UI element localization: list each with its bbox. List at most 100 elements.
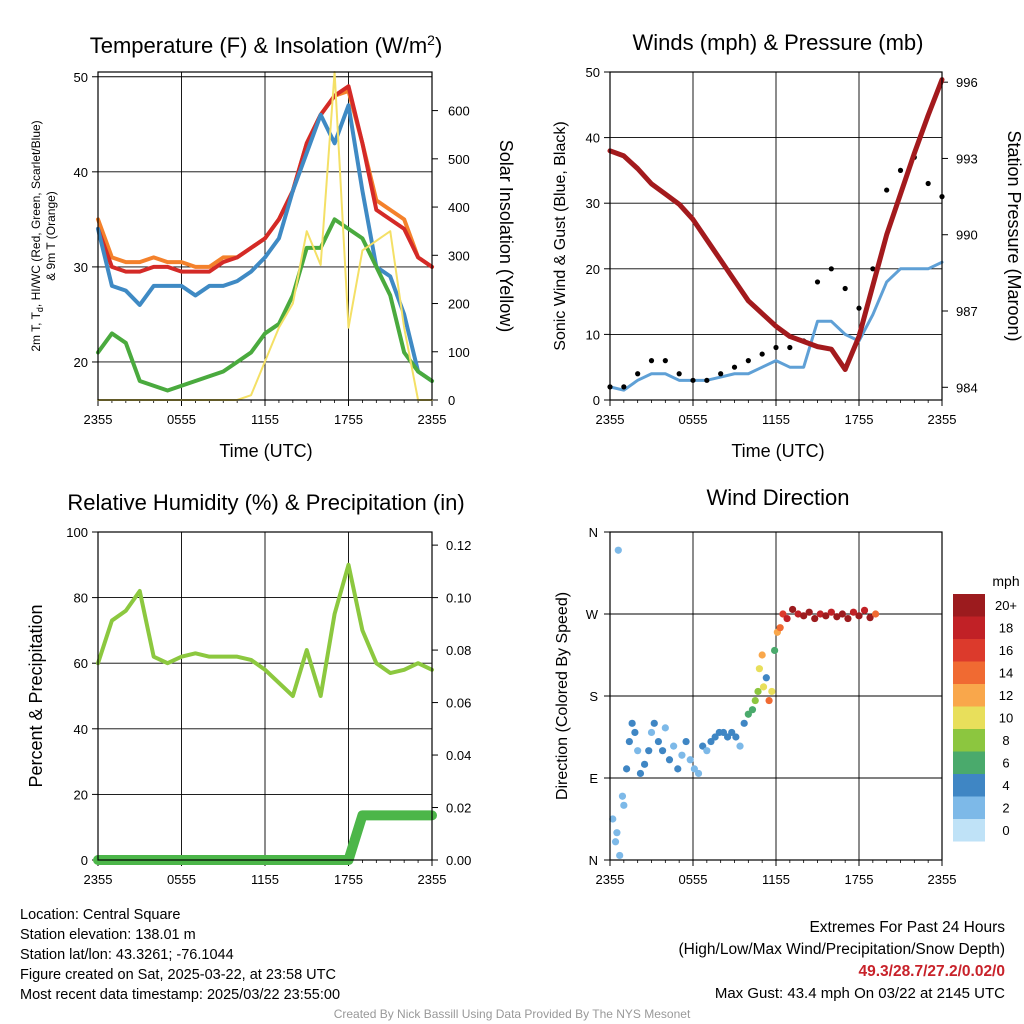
temperature-title-main: Temperature (F) & Insolation (W/m [90, 33, 427, 58]
wind-direction-point-43 [755, 665, 764, 673]
winds-ytick-label-3: 30 [586, 196, 600, 211]
legend-swatch-5 [953, 706, 985, 729]
wind-direction-point-8 [625, 737, 633, 746]
wind-direction-point-59 [816, 610, 824, 618]
winds-ytick-label-5: 50 [586, 65, 600, 80]
wind-direction-point-42 [754, 687, 762, 696]
legend-label-4: 12 [999, 688, 1013, 703]
winds-ytick-label-2: 20 [586, 262, 600, 277]
humidity-y2tick-label-1: 0.02 [446, 801, 471, 816]
humidity-ytick-label-1: 20 [74, 787, 88, 802]
wind-direction-point-51 [776, 624, 784, 632]
humidity-ytick-label-5: 100 [66, 525, 88, 540]
wind-direction-point-44 [758, 651, 766, 659]
winds-gust-point-3 [648, 358, 655, 364]
winds-xtick-label-3: 1755 [845, 412, 874, 427]
legend-swatch-0 [953, 594, 985, 617]
winds-ytick-label-4: 40 [586, 131, 600, 146]
wind-direction-point-18 [658, 747, 667, 755]
winds-y2tick-label-0: 984 [956, 380, 978, 395]
wind-direction-point-56 [800, 612, 808, 620]
wind-direction-point-12 [636, 769, 645, 778]
winds-gust-point-9 [731, 364, 738, 370]
station-latlon: Station lat/lon: 43.3261; -76.1044 [20, 947, 234, 963]
wind-direction-point-61 [827, 608, 835, 616]
extremes-box: Extremes For Past 24 Hours (High/Low/Max… [679, 917, 1006, 1004]
temperature-ytick-label-3: 50 [74, 70, 88, 85]
wind-direction-point-65 [849, 608, 858, 616]
temperature-ylabel-part2: , HI/WC (Red, Green, Scarlet/Blue) [29, 120, 43, 307]
humidity-y2tick-label-6: 0.12 [446, 538, 471, 553]
temperature-y2tick-label-2: 200 [448, 297, 470, 312]
wind-direction-point-41 [751, 696, 759, 705]
temperature-ylabel-part1: 2m T, T [29, 311, 43, 351]
wind-direction-point-40 [748, 706, 757, 714]
wind-direction-ytick-label-2: S [589, 689, 598, 704]
wind-direction-point-55 [794, 610, 802, 618]
humidity-xtick-label-3: 1755 [334, 872, 363, 887]
winds-panel: Winds (mph) & Pressure (mb) Sonic Wind &… [552, 30, 1024, 461]
temperature-y2label: Solar Insolation (Yellow) [496, 140, 516, 332]
legend-label-5: 10 [999, 711, 1013, 726]
wind-direction-point-47 [765, 696, 773, 705]
winds-gust-point-12 [773, 344, 779, 351]
figure-created: Figure created on Sat, 2025-03-22, at 23… [20, 967, 336, 983]
max-gust: Max Gust: 43.4 mph On 03/22 at 2145 UTC [714, 985, 1005, 1002]
winds-gust-point-17 [842, 285, 848, 292]
legend-swatch-1 [953, 616, 985, 639]
wind-direction-xtick-label-3: 1755 [845, 872, 874, 887]
temperature-ylabel-line2: & 9m T (Orange) [44, 191, 58, 281]
wind-direction-point-60 [822, 612, 830, 620]
wind-direction-point-1 [611, 838, 620, 846]
wind-direction-ytick-label-4: N [589, 525, 598, 540]
winds-y2label: Station Pressure (Maroon) [1004, 130, 1024, 341]
legend-label-10: 0 [1002, 823, 1009, 838]
winds-gust-point-23 [925, 180, 931, 187]
temperature-y2tick-label-5: 500 [448, 152, 470, 167]
winds-plot-frame [609, 71, 943, 401]
wind-direction-point-25 [686, 756, 694, 764]
extremes-values: 49.3/28.7/27.2/0.02/0 [858, 963, 1005, 980]
wind-direction-xtick-label-2: 1155 [762, 872, 790, 887]
wind-direction-point-17 [654, 737, 663, 746]
wind-direction-point-14 [645, 747, 653, 755]
wind-direction-panel: Wind Direction Direction (Colored By Spe… [554, 485, 1020, 887]
temperature-xtick-label-2: 1155 [251, 412, 279, 427]
humidity-xtick-label-1: 0555 [167, 872, 196, 887]
legend-swatch-6 [953, 729, 985, 752]
wind-direction-plot-frame [609, 531, 943, 861]
winds-xtick-label-1: 0555 [679, 412, 708, 427]
wind-direction-point-2 [613, 829, 621, 837]
wind-direction-point-35 [728, 728, 736, 737]
humidity-ytick-label-2: 40 [74, 722, 88, 737]
temperature-panel-title: Temperature (F) & Insolation (W/m2) [90, 32, 443, 58]
extremes-title: Extremes For Past 24 Hours [809, 919, 1005, 936]
wind-direction-xtick-label-0: 2355 [596, 872, 625, 887]
temperature-y2tick-label-4: 400 [448, 200, 470, 215]
winds-gust-point-19 [870, 266, 876, 272]
winds-gust-point-10 [745, 358, 751, 364]
legend-title: mph [992, 573, 1019, 589]
humidity-xtick-label-4: 2355 [418, 872, 447, 887]
winds-gust-point-18 [856, 305, 862, 311]
wind-direction-point-36 [732, 733, 740, 741]
temperature-y2tick-label-0: 0 [448, 393, 455, 408]
winds-gust-point-20 [884, 187, 890, 193]
temperature-y2tick-label-3: 300 [448, 248, 470, 263]
wind-direction-point-49 [771, 646, 779, 655]
winds-gust-point-15 [814, 279, 821, 285]
wind-direction-point-64 [844, 614, 852, 623]
wind-direction-point-57 [805, 608, 813, 616]
humidity-panel-title: Relative Humidity (%) & Precipitation (i… [67, 490, 464, 515]
wind-direction-point-34 [723, 733, 732, 741]
legend-label-1: 18 [999, 621, 1013, 636]
wind-direction-point-63 [838, 610, 847, 618]
winds-xtick-label-0: 2355 [596, 412, 625, 427]
wind-direction-point-30 [707, 737, 715, 746]
wind-direction-point-21 [670, 742, 678, 750]
station-location: Location: Central Square [20, 907, 181, 923]
wind-direction-point-39 [744, 710, 752, 718]
temperature-ytick-label-2: 40 [74, 165, 88, 180]
wind-direction-point-20 [665, 756, 674, 764]
